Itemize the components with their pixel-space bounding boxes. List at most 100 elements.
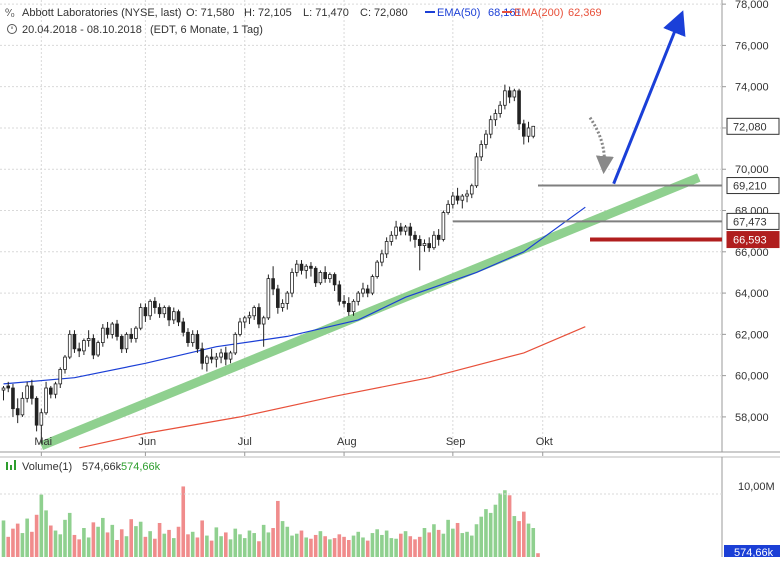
candle xyxy=(233,332,238,355)
candle xyxy=(49,385,53,399)
candle xyxy=(346,297,351,316)
candle-body xyxy=(399,226,403,232)
volume-bar xyxy=(162,533,167,557)
price-label-resistance: 66,593 xyxy=(726,231,780,249)
volume-bar xyxy=(436,529,441,557)
volume-bar xyxy=(351,535,356,557)
candle-body xyxy=(72,333,77,350)
candle xyxy=(134,326,138,343)
candle-body xyxy=(91,338,96,356)
volume-bar xyxy=(138,521,143,557)
volume-bar xyxy=(484,509,488,557)
volume-bar xyxy=(474,524,479,557)
candle xyxy=(318,270,323,285)
x-tick-label: Jun xyxy=(138,436,156,448)
candle-body xyxy=(242,317,247,323)
period-note: (EDT, 6 Monate, 1 Tag) xyxy=(150,24,263,36)
volume-value-1: 574,66k xyxy=(82,461,122,473)
volume-bar xyxy=(257,541,261,557)
candle-body xyxy=(413,234,417,240)
y-tick-label: 62,000 xyxy=(735,329,769,341)
candle-body xyxy=(82,340,86,352)
candle-body xyxy=(479,144,484,158)
y-tick-label: 58,000 xyxy=(735,412,769,424)
candle-body xyxy=(512,90,517,98)
volume-bar xyxy=(134,526,138,557)
volume-bar xyxy=(167,529,171,557)
volume-bar xyxy=(465,531,469,557)
candle xyxy=(39,408,44,444)
candle xyxy=(200,342,204,370)
volume-bar xyxy=(432,524,436,557)
candle-body xyxy=(328,274,332,280)
candle xyxy=(181,317,186,337)
candle xyxy=(186,328,190,347)
volume-bar xyxy=(328,539,332,557)
volume-bar xyxy=(280,521,285,557)
volume-bar xyxy=(129,519,134,557)
candle xyxy=(20,392,25,417)
candle-body xyxy=(432,234,436,249)
candle xyxy=(124,332,129,353)
volume-bar xyxy=(346,539,351,557)
candle xyxy=(224,346,228,366)
volume-bar xyxy=(365,540,370,557)
candle xyxy=(96,340,100,358)
candle-body xyxy=(162,307,167,315)
candle-body xyxy=(200,348,204,364)
volume-bar xyxy=(375,529,379,557)
candle-body xyxy=(63,356,67,370)
candle-body xyxy=(309,265,313,269)
candle-body xyxy=(318,272,323,284)
up-arrow xyxy=(612,10,686,185)
ohlc-close: C: 72,080 xyxy=(360,7,408,19)
candle xyxy=(451,191,455,209)
candle-body xyxy=(25,385,29,399)
ema200-legend-swatch xyxy=(502,11,512,13)
candle xyxy=(119,334,124,353)
candle xyxy=(72,330,77,353)
candle-body xyxy=(313,267,318,284)
candle-body xyxy=(138,307,143,329)
volume-last-badge xyxy=(724,545,780,557)
candle xyxy=(34,396,39,432)
volume-bar xyxy=(380,534,384,557)
chart-type-icon[interactable]: ⁰⁄₀ xyxy=(5,8,15,19)
ema-layer xyxy=(3,206,586,449)
candle-body xyxy=(186,331,190,344)
candle-body xyxy=(209,356,214,360)
candle-body xyxy=(238,321,242,335)
volume-icon-bar-2 xyxy=(10,465,12,470)
volume-bar xyxy=(294,533,299,557)
candle-body xyxy=(484,133,488,145)
volume-ytick: 10,00M xyxy=(738,481,775,493)
volume-bar xyxy=(304,537,309,557)
candle xyxy=(238,317,242,337)
volume-bar xyxy=(413,539,417,557)
candle xyxy=(432,231,436,250)
volume-bar xyxy=(309,538,313,557)
candle-body xyxy=(455,195,460,201)
candle-body xyxy=(53,383,58,395)
volume-bar xyxy=(408,536,413,557)
volume-bar xyxy=(6,536,11,557)
volume-bar xyxy=(299,530,304,557)
volume-bar xyxy=(82,528,86,557)
candle xyxy=(455,187,460,205)
candle-body xyxy=(195,333,200,350)
candle xyxy=(105,321,110,339)
volume-bar xyxy=(238,534,242,557)
candle xyxy=(1,385,6,401)
volume-bar xyxy=(460,533,465,557)
volume-bar xyxy=(15,523,20,557)
volume-bar xyxy=(332,538,337,557)
volume-bar xyxy=(522,511,526,557)
candle-body xyxy=(77,348,81,352)
volume-bar xyxy=(356,531,361,557)
volume-bar xyxy=(422,528,427,557)
volume-bar xyxy=(261,524,266,557)
candle xyxy=(375,260,379,279)
volume-bar xyxy=(1,520,6,557)
candle-body xyxy=(34,397,39,426)
candle-body xyxy=(20,397,25,416)
